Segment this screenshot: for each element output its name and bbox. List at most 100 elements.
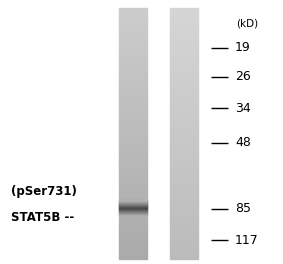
Bar — [170, 251, 198, 254]
Bar — [119, 136, 147, 138]
Bar — [170, 56, 198, 58]
Bar — [170, 221, 198, 224]
Bar — [119, 216, 147, 219]
Bar — [170, 236, 198, 239]
Bar — [119, 103, 147, 106]
Bar — [119, 256, 147, 259]
Bar — [119, 231, 147, 234]
Bar — [119, 143, 147, 146]
Bar — [119, 43, 147, 45]
Bar — [119, 61, 147, 63]
Bar — [170, 133, 198, 136]
Bar — [119, 214, 147, 216]
Bar — [119, 86, 147, 88]
Bar — [119, 251, 147, 254]
Bar — [119, 78, 147, 81]
Bar — [170, 216, 198, 219]
Bar — [170, 204, 198, 206]
Bar — [170, 173, 198, 176]
Bar — [170, 234, 198, 236]
Bar — [119, 186, 147, 188]
Bar — [170, 23, 198, 25]
Bar — [170, 196, 198, 199]
Bar — [119, 118, 147, 121]
Bar — [170, 153, 198, 156]
Bar — [119, 10, 147, 13]
Bar — [119, 234, 147, 236]
Bar — [170, 51, 198, 53]
Bar — [170, 128, 198, 131]
Bar — [119, 153, 147, 156]
Bar — [119, 58, 147, 61]
Bar — [150, 8, 153, 259]
Text: 48: 48 — [235, 136, 251, 149]
Bar — [170, 126, 198, 128]
Bar — [170, 106, 198, 108]
Bar — [170, 70, 198, 73]
Bar — [170, 211, 198, 214]
Text: 19: 19 — [235, 41, 251, 54]
Bar — [119, 73, 147, 76]
Bar — [119, 173, 147, 176]
Bar — [119, 68, 147, 70]
Text: 85: 85 — [235, 202, 251, 215]
Bar — [170, 209, 198, 211]
Bar — [170, 121, 198, 123]
Bar — [170, 148, 198, 151]
Bar — [170, 33, 198, 35]
Bar — [170, 178, 198, 181]
Bar — [170, 21, 198, 23]
Bar — [170, 83, 198, 86]
Bar — [119, 91, 147, 93]
Bar — [119, 168, 147, 171]
Bar — [170, 18, 198, 21]
Bar — [119, 146, 147, 148]
Bar — [119, 63, 147, 66]
Bar — [119, 121, 147, 123]
Bar — [170, 249, 198, 251]
Bar — [170, 191, 198, 194]
Bar — [119, 176, 147, 178]
Bar — [170, 31, 198, 33]
Bar — [170, 231, 198, 234]
Bar — [170, 199, 198, 201]
Bar — [170, 118, 198, 121]
Bar — [119, 246, 147, 249]
Bar — [119, 13, 147, 15]
Bar — [170, 76, 198, 78]
Bar — [119, 88, 147, 91]
Bar — [119, 206, 147, 209]
Bar — [170, 146, 198, 148]
Bar — [119, 45, 147, 48]
Bar — [119, 96, 147, 98]
Bar — [119, 33, 147, 35]
Bar — [119, 21, 147, 23]
Text: 34: 34 — [235, 102, 251, 115]
Bar — [119, 35, 147, 38]
Bar — [119, 8, 147, 10]
Bar — [170, 103, 198, 106]
Bar — [170, 111, 198, 113]
Bar — [119, 183, 147, 186]
Bar — [119, 191, 147, 194]
Bar — [119, 229, 147, 231]
Bar — [170, 81, 198, 83]
Bar — [119, 171, 147, 173]
Bar — [119, 199, 147, 201]
Bar — [170, 206, 198, 209]
Bar — [170, 93, 198, 96]
Bar — [170, 214, 198, 216]
Bar — [119, 131, 147, 133]
Bar — [170, 136, 198, 138]
Bar — [170, 171, 198, 173]
Bar — [119, 196, 147, 199]
Bar — [170, 244, 198, 246]
Bar — [119, 48, 147, 51]
Bar — [170, 8, 198, 10]
Bar — [119, 161, 147, 163]
Bar — [170, 66, 198, 68]
Bar — [119, 98, 147, 101]
Bar — [119, 83, 147, 86]
Bar — [119, 249, 147, 251]
Bar — [170, 38, 198, 40]
